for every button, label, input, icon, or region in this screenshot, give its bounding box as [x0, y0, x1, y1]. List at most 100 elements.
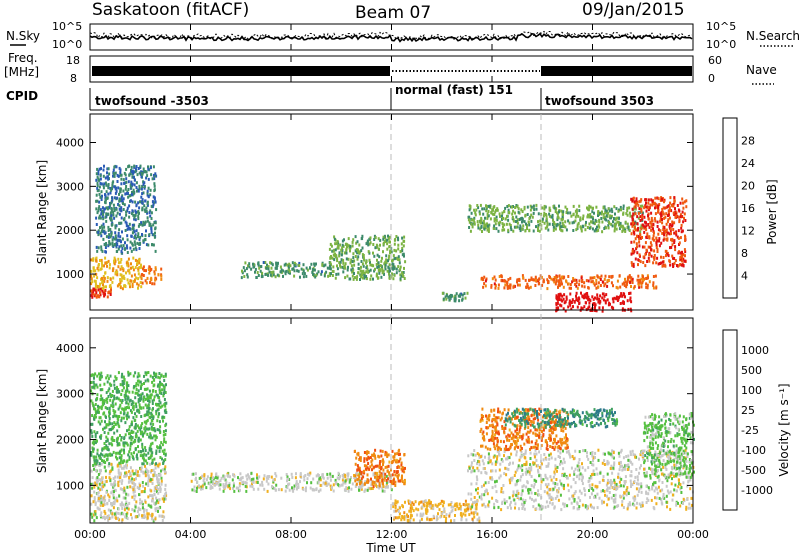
velocity-cell: [92, 482, 95, 486]
power-cell: [598, 306, 601, 310]
velocity-cell: [126, 385, 128, 389]
velocity-cell: [113, 386, 116, 390]
power-cell: [604, 301, 607, 305]
velocity-cell: [108, 414, 111, 418]
power-cell: [503, 210, 506, 214]
power-cell: [645, 282, 648, 286]
power-cell: [458, 299, 461, 303]
velocity-cell: [406, 518, 409, 522]
power-cell: [118, 166, 121, 170]
velocity-cell: [112, 502, 115, 506]
power-cell: [120, 273, 123, 277]
power-cell: [631, 214, 634, 218]
power-cell: [495, 215, 498, 219]
power-cell: [388, 245, 391, 249]
velocity-cell: [137, 487, 140, 491]
velocity-cell: [106, 374, 109, 378]
power-cell: [341, 239, 344, 243]
power-cell: [601, 280, 604, 284]
power-cell: [573, 220, 576, 224]
power-cell: [401, 249, 404, 253]
power-cell: [561, 215, 564, 219]
power-cell: [558, 204, 560, 208]
power-cell: [654, 196, 657, 200]
velocity-cell: [122, 441, 125, 445]
power-cell: [648, 206, 651, 210]
velocity-cell: [438, 508, 441, 512]
power-cell: [619, 225, 622, 229]
power-cell: [645, 224, 648, 228]
power-cell: [637, 235, 640, 239]
power-cell: [684, 259, 687, 263]
power-cell: [661, 210, 664, 214]
power-cell: [491, 277, 494, 281]
power-cell: [512, 229, 515, 233]
power-cell: [678, 250, 681, 254]
velocity-cell: [474, 510, 477, 514]
power-cell: [548, 212, 551, 216]
power-cell: [550, 277, 553, 281]
velocity-cell: [94, 407, 97, 411]
velocity-cell: [285, 473, 288, 476]
velocity-cell: [130, 442, 133, 446]
velocity-cell: [232, 484, 235, 488]
power-cell: [595, 227, 597, 231]
power-cell: [104, 292, 106, 296]
velocity-cell: [156, 480, 159, 484]
velocity-cell: [249, 484, 252, 488]
power-cell: [622, 211, 625, 215]
velocity-cell: [150, 393, 153, 397]
freq-top-tick: 18: [66, 54, 80, 67]
power-cell: [634, 237, 637, 241]
power-cell: [545, 219, 548, 223]
velocity-cell: [394, 506, 397, 509]
power-cell: [630, 309, 633, 313]
power-cell: [387, 257, 390, 261]
power-cell: [376, 276, 379, 280]
velocity-cell: [141, 506, 144, 510]
power-cell: [558, 295, 561, 299]
power-cell: [653, 201, 656, 205]
power-cell: [615, 217, 617, 221]
velocity-cell: [460, 507, 462, 511]
power-cell: [619, 221, 622, 225]
power-cell: [257, 274, 260, 277]
power-cell: [96, 266, 99, 270]
power-cell: [105, 183, 108, 187]
velocity-cell: [99, 416, 102, 420]
velocity-cell: [107, 508, 110, 512]
power-cell: [486, 228, 489, 232]
power-cell: [325, 270, 328, 274]
power-cell: [476, 220, 479, 224]
velocity-cell: [392, 482, 395, 486]
velocity-cell: [295, 483, 298, 487]
power-cell: [494, 210, 497, 214]
velocity-cell: [120, 481, 123, 485]
velocity-cell: [138, 397, 141, 401]
velocity-cell: [99, 388, 102, 392]
velocity-cell: [135, 477, 137, 481]
power-cell: [616, 216, 619, 220]
velocity-cell: [127, 480, 130, 484]
power-cell: [136, 262, 139, 266]
velocity-cell: [114, 422, 117, 426]
velocity-cell: [633, 495, 636, 499]
nsky-trace: [89, 32, 693, 43]
velocity-cell: [111, 438, 114, 442]
velocity-cell: [130, 438, 133, 442]
velocity-cell: [163, 415, 166, 419]
power-cell: [647, 217, 650, 221]
power-cell: [626, 213, 629, 217]
power-cell: [626, 279, 629, 283]
velocity-cell: [112, 496, 115, 500]
velocity-cell: [94, 481, 97, 485]
velocity-cell: [128, 436, 131, 440]
velocity-cell: [302, 487, 305, 491]
power-cell: [114, 271, 117, 274]
power-cell: [365, 266, 368, 270]
power-cell: [524, 229, 527, 233]
velocity-cell: [147, 474, 150, 478]
power-cell: [580, 306, 583, 310]
velocity-cell: [90, 494, 93, 498]
nsearch-label: N.Search: [746, 29, 800, 43]
